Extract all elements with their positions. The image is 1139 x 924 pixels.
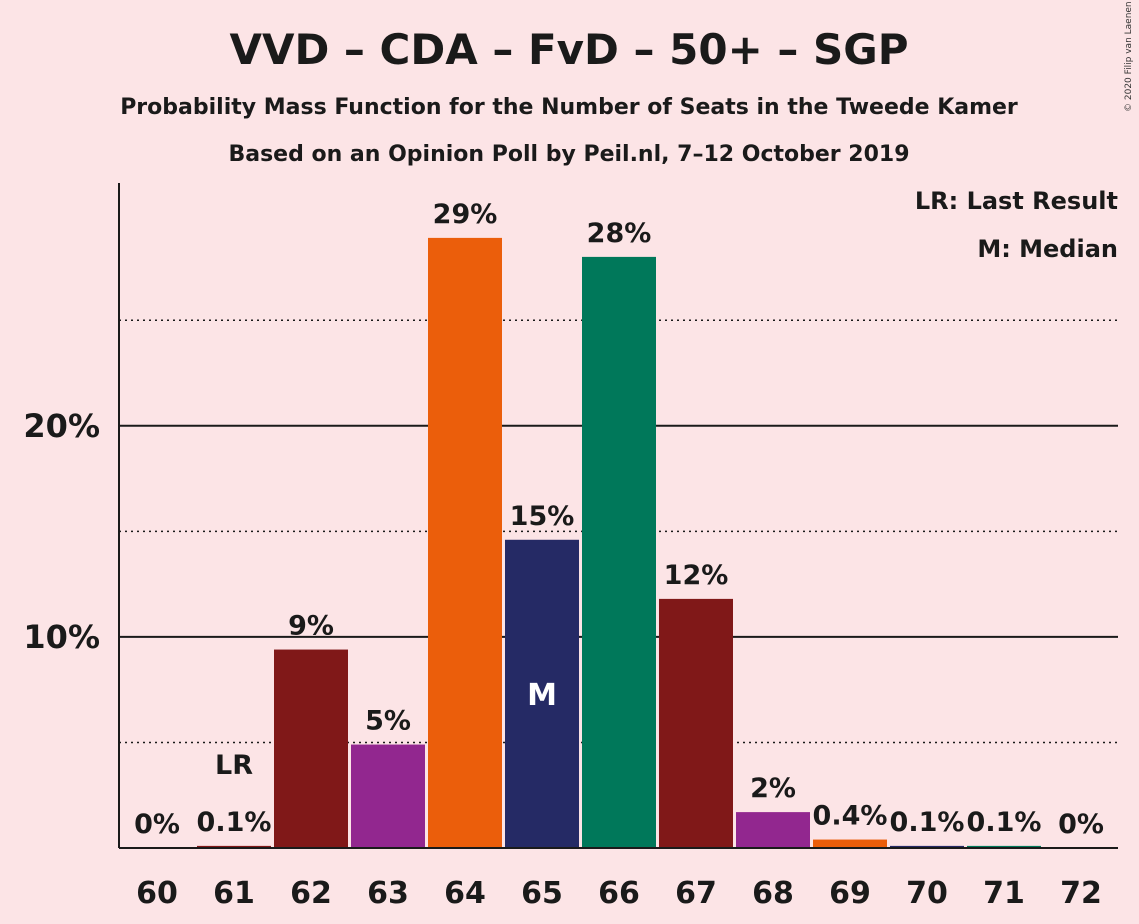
x-tick-label: 71 (983, 876, 1025, 911)
x-tick-label: 65 (521, 876, 563, 911)
bar-61 (197, 845, 271, 848)
data-label: 29% (433, 199, 498, 230)
bar-68 (736, 812, 810, 848)
median-marker: M (527, 678, 557, 713)
last-result-marker: LR (215, 750, 253, 781)
legend-last-result: LR: Last Result (915, 187, 1118, 215)
copyright-text: © 2020 Filip van Laenen (1124, 1, 1134, 112)
legend-median: M: Median (977, 235, 1118, 263)
bar-63 (351, 744, 425, 848)
data-label: 15% (510, 501, 575, 532)
bar-65 (505, 539, 579, 848)
x-tick-label: 70 (906, 876, 948, 911)
data-label: 0% (134, 809, 180, 840)
data-label: 2% (750, 773, 796, 804)
data-label: 28% (587, 218, 652, 249)
bar-71 (967, 845, 1041, 848)
chart-title: VVD – CDA – FvD – 50+ – SGP (229, 25, 908, 74)
x-tick-label: 67 (675, 876, 717, 911)
x-tick-label: 63 (367, 876, 409, 911)
bars (197, 237, 1041, 848)
bar-69 (813, 839, 887, 848)
x-tick-label: 68 (752, 876, 794, 911)
data-label: 0.1% (197, 807, 272, 838)
data-label: 5% (365, 706, 411, 737)
y-tick-label: 20% (23, 407, 100, 445)
data-label: 0.1% (967, 807, 1042, 838)
data-label: 0% (1058, 809, 1104, 840)
data-label: 12% (664, 560, 729, 591)
chart-subtitle: Probability Mass Function for the Number… (120, 95, 1018, 120)
data-label: 9% (288, 611, 334, 642)
labels: 10% 20% 60 0% 61 0.1% LR 62 9% 63 5% 64 29% 65 15% M 66 2… (23, 199, 1104, 911)
data-label: 0.4% (813, 801, 888, 832)
bar-62 (274, 649, 348, 848)
x-tick-label: 64 (444, 876, 486, 911)
chart-subtitle-poll: Based on an Opinion Poll by Peil.nl, 7–1… (228, 142, 909, 167)
x-tick-label: 72 (1060, 876, 1102, 911)
bar-64 (428, 237, 502, 848)
y-tick-label: 10% (23, 618, 100, 656)
x-tick-label: 66 (598, 876, 640, 911)
bar-66 (582, 256, 656, 848)
bar-70 (890, 845, 964, 848)
axes (118, 183, 1118, 849)
x-tick-label: 61 (213, 876, 255, 911)
bar-67 (659, 598, 733, 848)
x-tick-label: 60 (136, 876, 178, 911)
x-tick-label: 69 (829, 876, 871, 911)
data-label: 0.1% (890, 807, 965, 838)
x-tick-label: 62 (290, 876, 332, 911)
